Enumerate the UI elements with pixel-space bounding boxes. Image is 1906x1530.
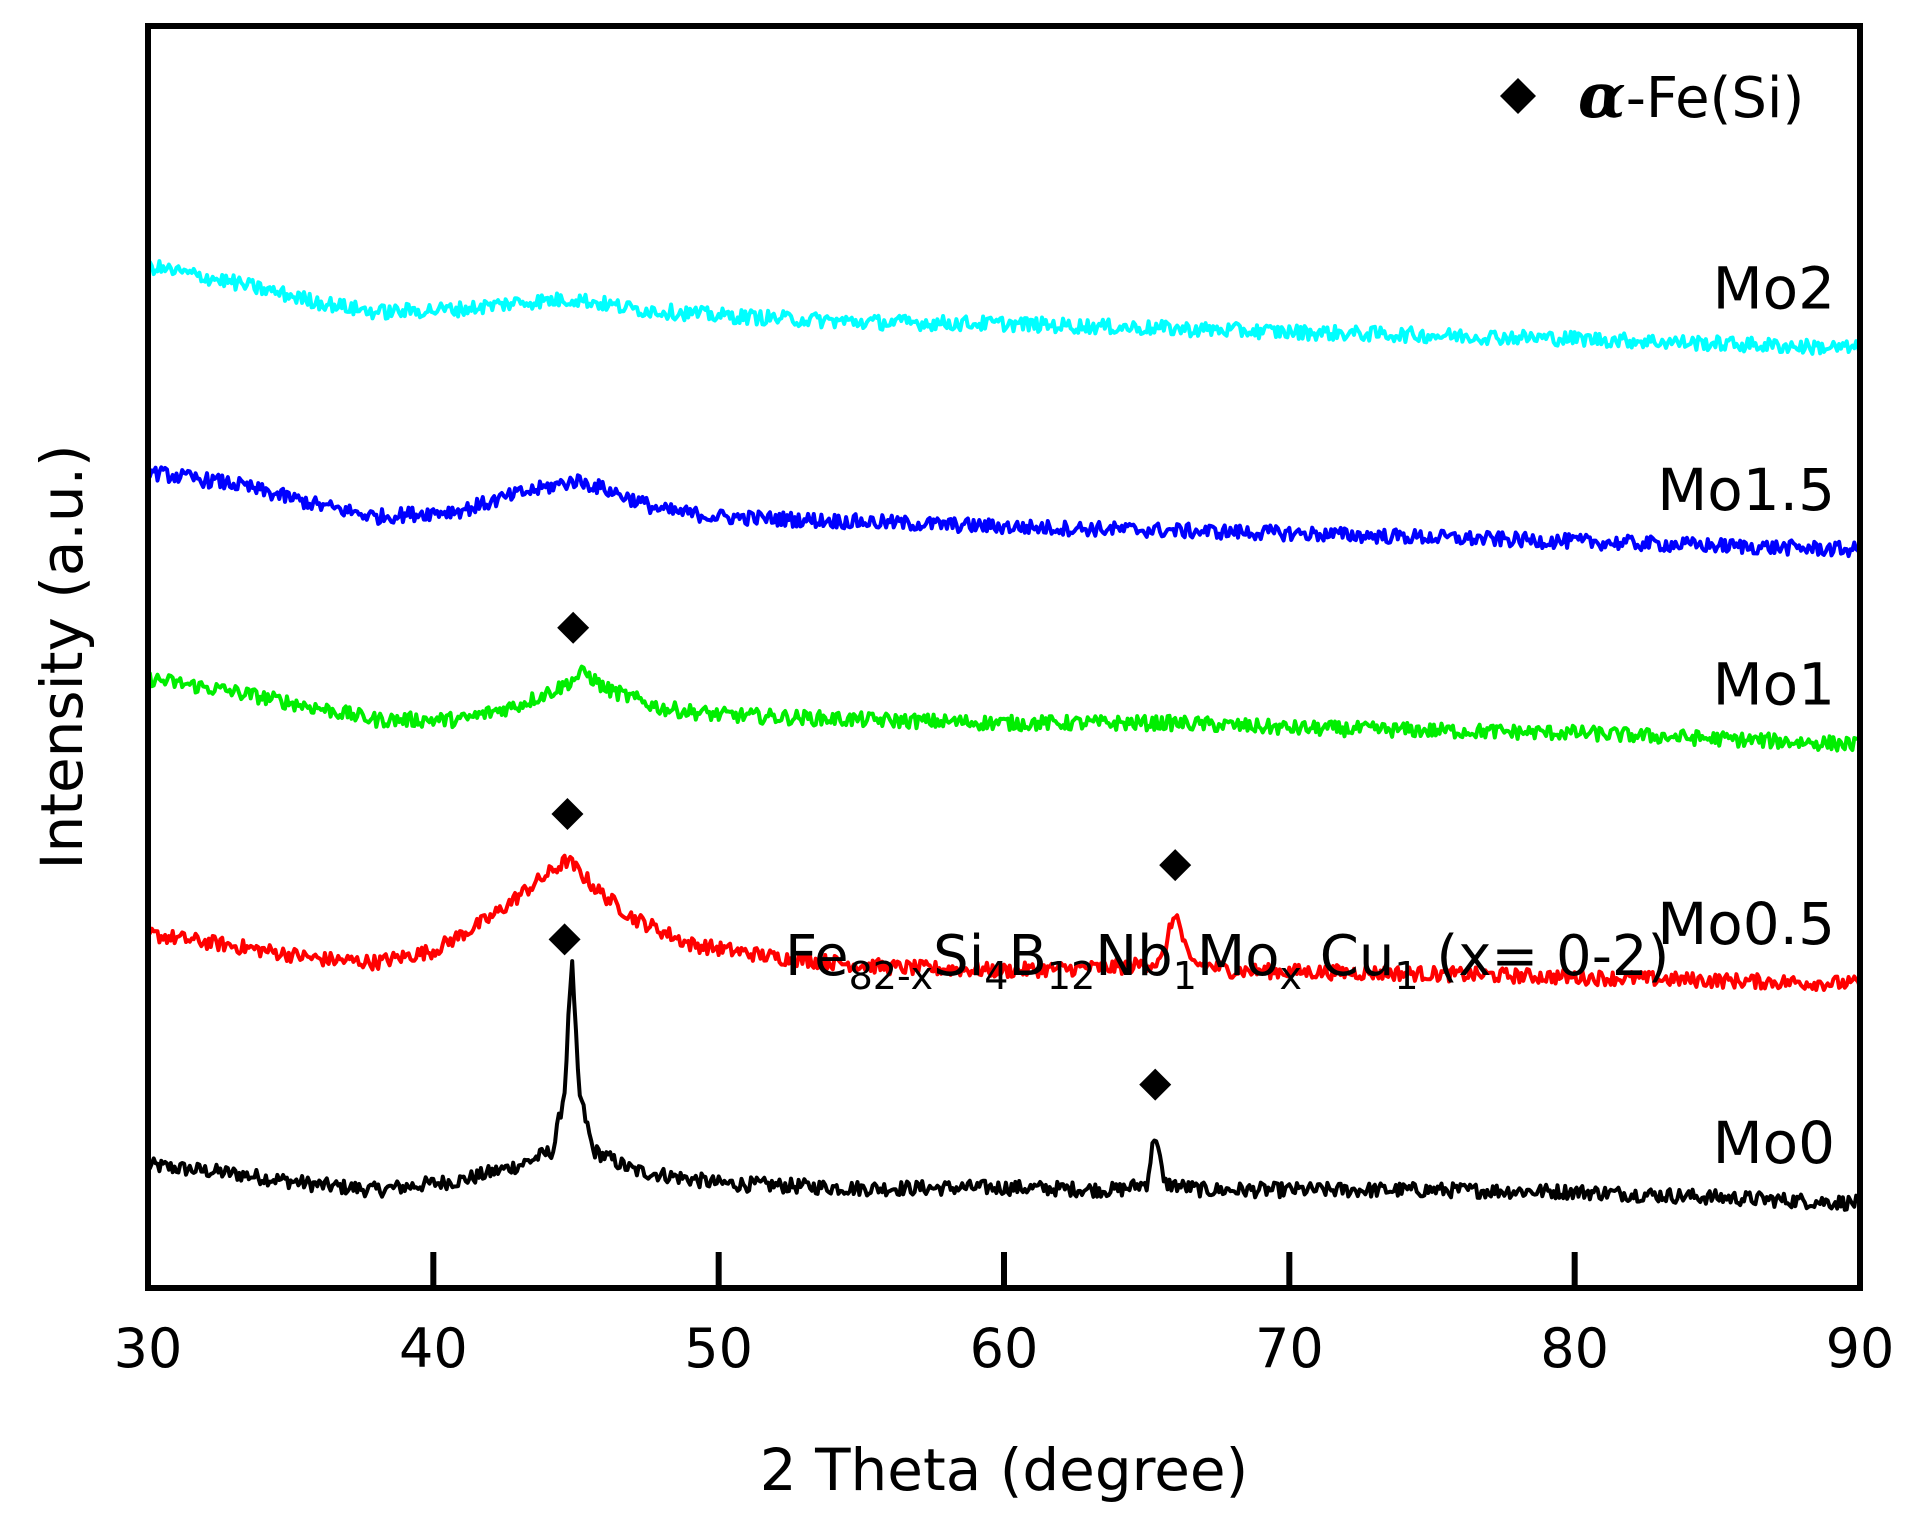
formula-part-8: Mo: [1197, 924, 1280, 989]
plot-frame: [145, 23, 1863, 1291]
x-tick-label-40: 40: [399, 1317, 468, 1380]
x-tick-label-50: 50: [684, 1317, 753, 1380]
series-line-mo2: [146, 258, 1862, 356]
peak-marker-mo1-1: [557, 611, 590, 644]
formula-part-3: 4: [984, 954, 1008, 998]
series-line-mo1-5: [146, 465, 1862, 559]
series-line-mo0: [146, 959, 1862, 1212]
series-label-mo0-5: Mo0.5: [1657, 890, 1835, 958]
formula-part-7: 1: [1173, 954, 1197, 998]
x-tick-layer: [430, 1252, 1578, 1288]
legend: α-Fe(Si): [1500, 59, 1804, 132]
peak-marker-mo0-5-2: [1159, 849, 1192, 882]
series-label-mo0: Mo0: [1713, 1109, 1835, 1177]
formula-part-5: 12: [1047, 954, 1095, 998]
formula-part-9: x: [1279, 954, 1302, 998]
legend-text: -Fe(Si): [1626, 66, 1805, 131]
formula-part-12: (x= 0-2): [1419, 924, 1670, 989]
peak-marker-mo0-2: [1139, 1068, 1172, 1101]
formula-part-11: 1: [1394, 954, 1418, 998]
series-layer: [146, 258, 1862, 1212]
series-label-mo1-5: Mo1.5: [1657, 456, 1835, 524]
legend-alpha-symbol: α: [1578, 59, 1626, 132]
formula-part-2: Si: [933, 924, 984, 989]
y-axis-title: Intensity (a.u.): [28, 444, 96, 869]
x-tick-label-90: 90: [1826, 1317, 1895, 1380]
formula-part-1: 82-x: [849, 954, 934, 998]
formula-part-10: Cu: [1302, 924, 1394, 989]
x-tick-label-30: 30: [114, 1317, 183, 1380]
x-axis-title: 2 Theta (degree): [760, 1436, 1248, 1504]
legend-label: α-Fe(Si): [1578, 59, 1804, 132]
x-tick-label-80: 80: [1540, 1317, 1609, 1380]
formula-part-0: Fe: [785, 924, 849, 989]
series-label-mo2: Mo2: [1713, 255, 1835, 323]
legend-diamond-icon: [1500, 78, 1536, 114]
series-label-layer: Mo0 Mo0.5 Mo1 Mo1.5 Mo2: [1657, 255, 1835, 1178]
x-tick-label-60: 60: [970, 1317, 1039, 1380]
series-line-mo0-5: [146, 853, 1862, 992]
formula-part-4: B: [1008, 924, 1046, 989]
series-line-mo1: [146, 664, 1861, 753]
peak-marker-layer: [548, 611, 1192, 1101]
peak-marker-mo0-1: [548, 923, 581, 956]
x-tick-label-70: 70: [1255, 1317, 1324, 1380]
series-label-mo1: Mo1: [1713, 651, 1835, 719]
x-tick-label-layer: 30 40 50 60 70 80 90: [114, 1317, 1895, 1380]
formula-part-6: Nb: [1095, 924, 1172, 989]
composition-formula: Fe82-xSi4B12Nb1Mox Cu1 (x= 0-2): [785, 924, 1669, 998]
peak-marker-mo0-5-1: [551, 798, 584, 830]
